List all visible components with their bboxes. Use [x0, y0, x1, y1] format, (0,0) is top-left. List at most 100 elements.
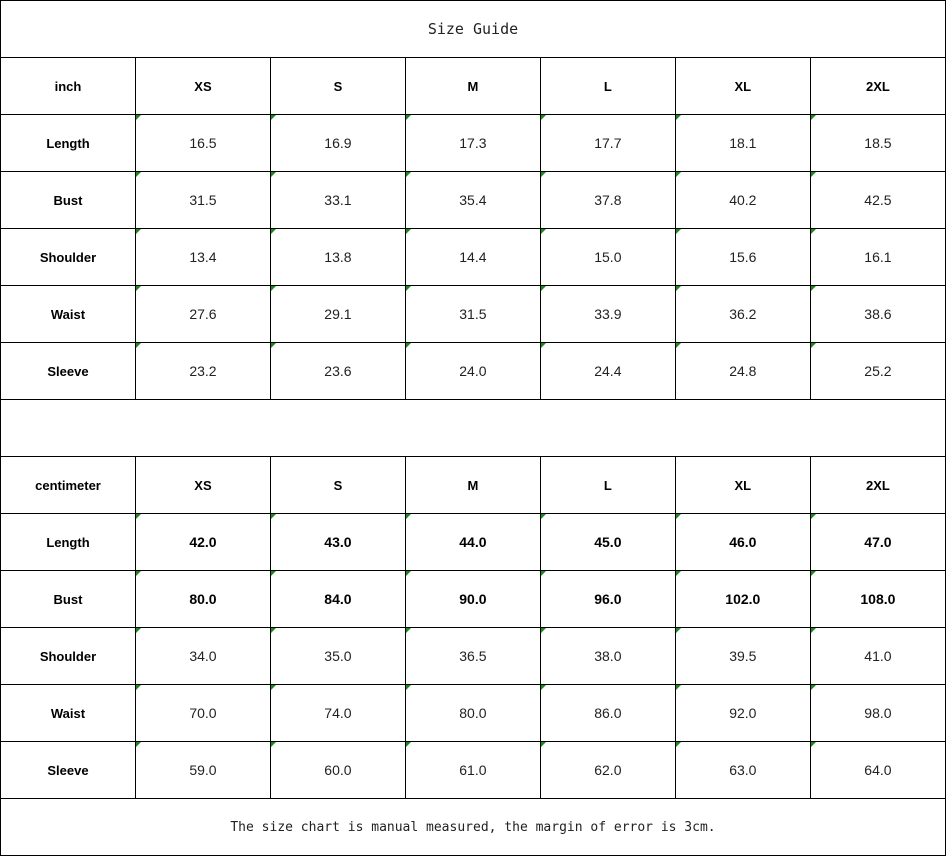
measurement-value: 33.9	[539, 285, 676, 343]
measurement-value: 42.0	[134, 513, 271, 571]
inch-header-row: inch XS S M L XL 2XL	[0, 57, 946, 115]
measurement-value: 102.0	[674, 570, 811, 628]
measurement-value: 61.0	[404, 741, 541, 799]
measurement-value: 23.6	[269, 342, 406, 400]
measurement-value: 45.0	[539, 513, 676, 571]
note-row: The size chart is manual measured, the m…	[0, 798, 946, 856]
size-header-l: L	[539, 57, 676, 115]
measurement-value: 18.1	[674, 114, 811, 172]
size-header-s: S	[269, 57, 406, 115]
measurement-value: 18.5	[809, 114, 946, 172]
measurement-value: 64.0	[809, 741, 946, 799]
measurement-value: 92.0	[674, 684, 811, 742]
size-header-m: M	[404, 456, 541, 514]
measurement-value: 38.6	[809, 285, 946, 343]
size-header-2xl: 2XL	[809, 57, 946, 115]
measurement-value: 86.0	[539, 684, 676, 742]
measurement-value: 84.0	[269, 570, 406, 628]
measurement-value: 24.8	[674, 342, 811, 400]
table-row: Waist 70.0 74.0 80.0 86.0 92.0 98.0	[0, 684, 946, 742]
table-row: Sleeve 59.0 60.0 61.0 62.0 63.0 64.0	[0, 741, 946, 799]
table-row: Waist 27.6 29.1 31.5 33.9 36.2 38.6	[0, 285, 946, 343]
title-row: Size Guide	[0, 0, 946, 58]
measurement-value: 15.6	[674, 228, 811, 286]
table-row: Length 16.5 16.9 17.3 17.7 18.1 18.5	[0, 114, 946, 172]
measurement-label: Sleeve	[0, 741, 136, 799]
measurement-value: 36.5	[404, 627, 541, 685]
measurement-value: 39.5	[674, 627, 811, 685]
measurement-value: 25.2	[809, 342, 946, 400]
table-row: Bust 31.5 33.1 35.4 37.8 40.2 42.5	[0, 171, 946, 229]
measurement-value: 31.5	[134, 171, 271, 229]
measurement-value: 17.3	[404, 114, 541, 172]
measurement-label: Bust	[0, 171, 136, 229]
measurement-value: 37.8	[539, 171, 676, 229]
size-header-xs: XS	[134, 456, 271, 514]
centimeter-unit-label: centimeter	[0, 456, 136, 514]
measurement-value: 27.6	[134, 285, 271, 343]
measurement-value: 23.2	[134, 342, 271, 400]
measurement-value: 80.0	[404, 684, 541, 742]
table-row: Shoulder 34.0 35.0 36.5 38.0 39.5 41.0	[0, 627, 946, 685]
size-header-s: S	[269, 456, 406, 514]
measurement-value: 41.0	[809, 627, 946, 685]
measurement-label: Shoulder	[0, 627, 136, 685]
measurement-label: Bust	[0, 570, 136, 628]
measurement-value: 13.8	[269, 228, 406, 286]
centimeter-header-row: centimeter XS S M L XL 2XL	[0, 456, 946, 514]
measurement-value: 15.0	[539, 228, 676, 286]
measurement-value: 38.0	[539, 627, 676, 685]
measurement-value: 24.0	[404, 342, 541, 400]
measurement-value: 60.0	[269, 741, 406, 799]
measurement-value: 17.7	[539, 114, 676, 172]
measurement-value: 62.0	[539, 741, 676, 799]
measurement-value: 16.5	[134, 114, 271, 172]
measurement-value: 16.9	[269, 114, 406, 172]
table-row: Shoulder 13.4 13.8 14.4 15.0 15.6 16.1	[0, 228, 946, 286]
measurement-value: 13.4	[134, 228, 271, 286]
measurement-value: 42.5	[809, 171, 946, 229]
size-header-xs: XS	[134, 57, 271, 115]
measurement-value: 34.0	[134, 627, 271, 685]
measurement-value: 33.1	[269, 171, 406, 229]
size-header-2xl: 2XL	[809, 456, 946, 514]
size-header-xl: XL	[674, 57, 811, 115]
measurement-value: 43.0	[269, 513, 406, 571]
measurement-value: 24.4	[539, 342, 676, 400]
size-header-xl: XL	[674, 456, 811, 514]
measurement-value: 46.0	[674, 513, 811, 571]
inch-unit-label: inch	[0, 57, 136, 115]
table-title: Size Guide	[0, 0, 946, 58]
measurement-value: 47.0	[809, 513, 946, 571]
measurement-label: Waist	[0, 684, 136, 742]
measurement-value: 74.0	[269, 684, 406, 742]
measurement-value: 59.0	[134, 741, 271, 799]
measurement-value: 35.0	[269, 627, 406, 685]
measurement-value: 14.4	[404, 228, 541, 286]
size-note: The size chart is manual measured, the m…	[0, 798, 946, 856]
measurement-value: 36.2	[674, 285, 811, 343]
measurement-value: 31.5	[404, 285, 541, 343]
measurement-value: 90.0	[404, 570, 541, 628]
measurement-value: 96.0	[539, 570, 676, 628]
measurement-value: 44.0	[404, 513, 541, 571]
measurement-value: 29.1	[269, 285, 406, 343]
measurement-label: Length	[0, 114, 136, 172]
measurement-value: 98.0	[809, 684, 946, 742]
size-header-m: M	[404, 57, 541, 115]
measurement-value: 80.0	[134, 570, 271, 628]
measurement-label: Length	[0, 513, 136, 571]
measurement-value: 16.1	[809, 228, 946, 286]
spacer-cell	[0, 399, 946, 457]
table-row: Length 42.0 43.0 44.0 45.0 46.0 47.0	[0, 513, 946, 571]
measurement-value: 70.0	[134, 684, 271, 742]
measurement-value: 40.2	[674, 171, 811, 229]
measurement-value: 63.0	[674, 741, 811, 799]
table-row: Bust 80.0 84.0 90.0 96.0 102.0 108.0	[0, 570, 946, 628]
size-header-l: L	[539, 456, 676, 514]
measurement-label: Shoulder	[0, 228, 136, 286]
measurement-label: Sleeve	[0, 342, 136, 400]
table-row: Sleeve 23.2 23.6 24.0 24.4 24.8 25.2	[0, 342, 946, 400]
measurement-value: 35.4	[404, 171, 541, 229]
